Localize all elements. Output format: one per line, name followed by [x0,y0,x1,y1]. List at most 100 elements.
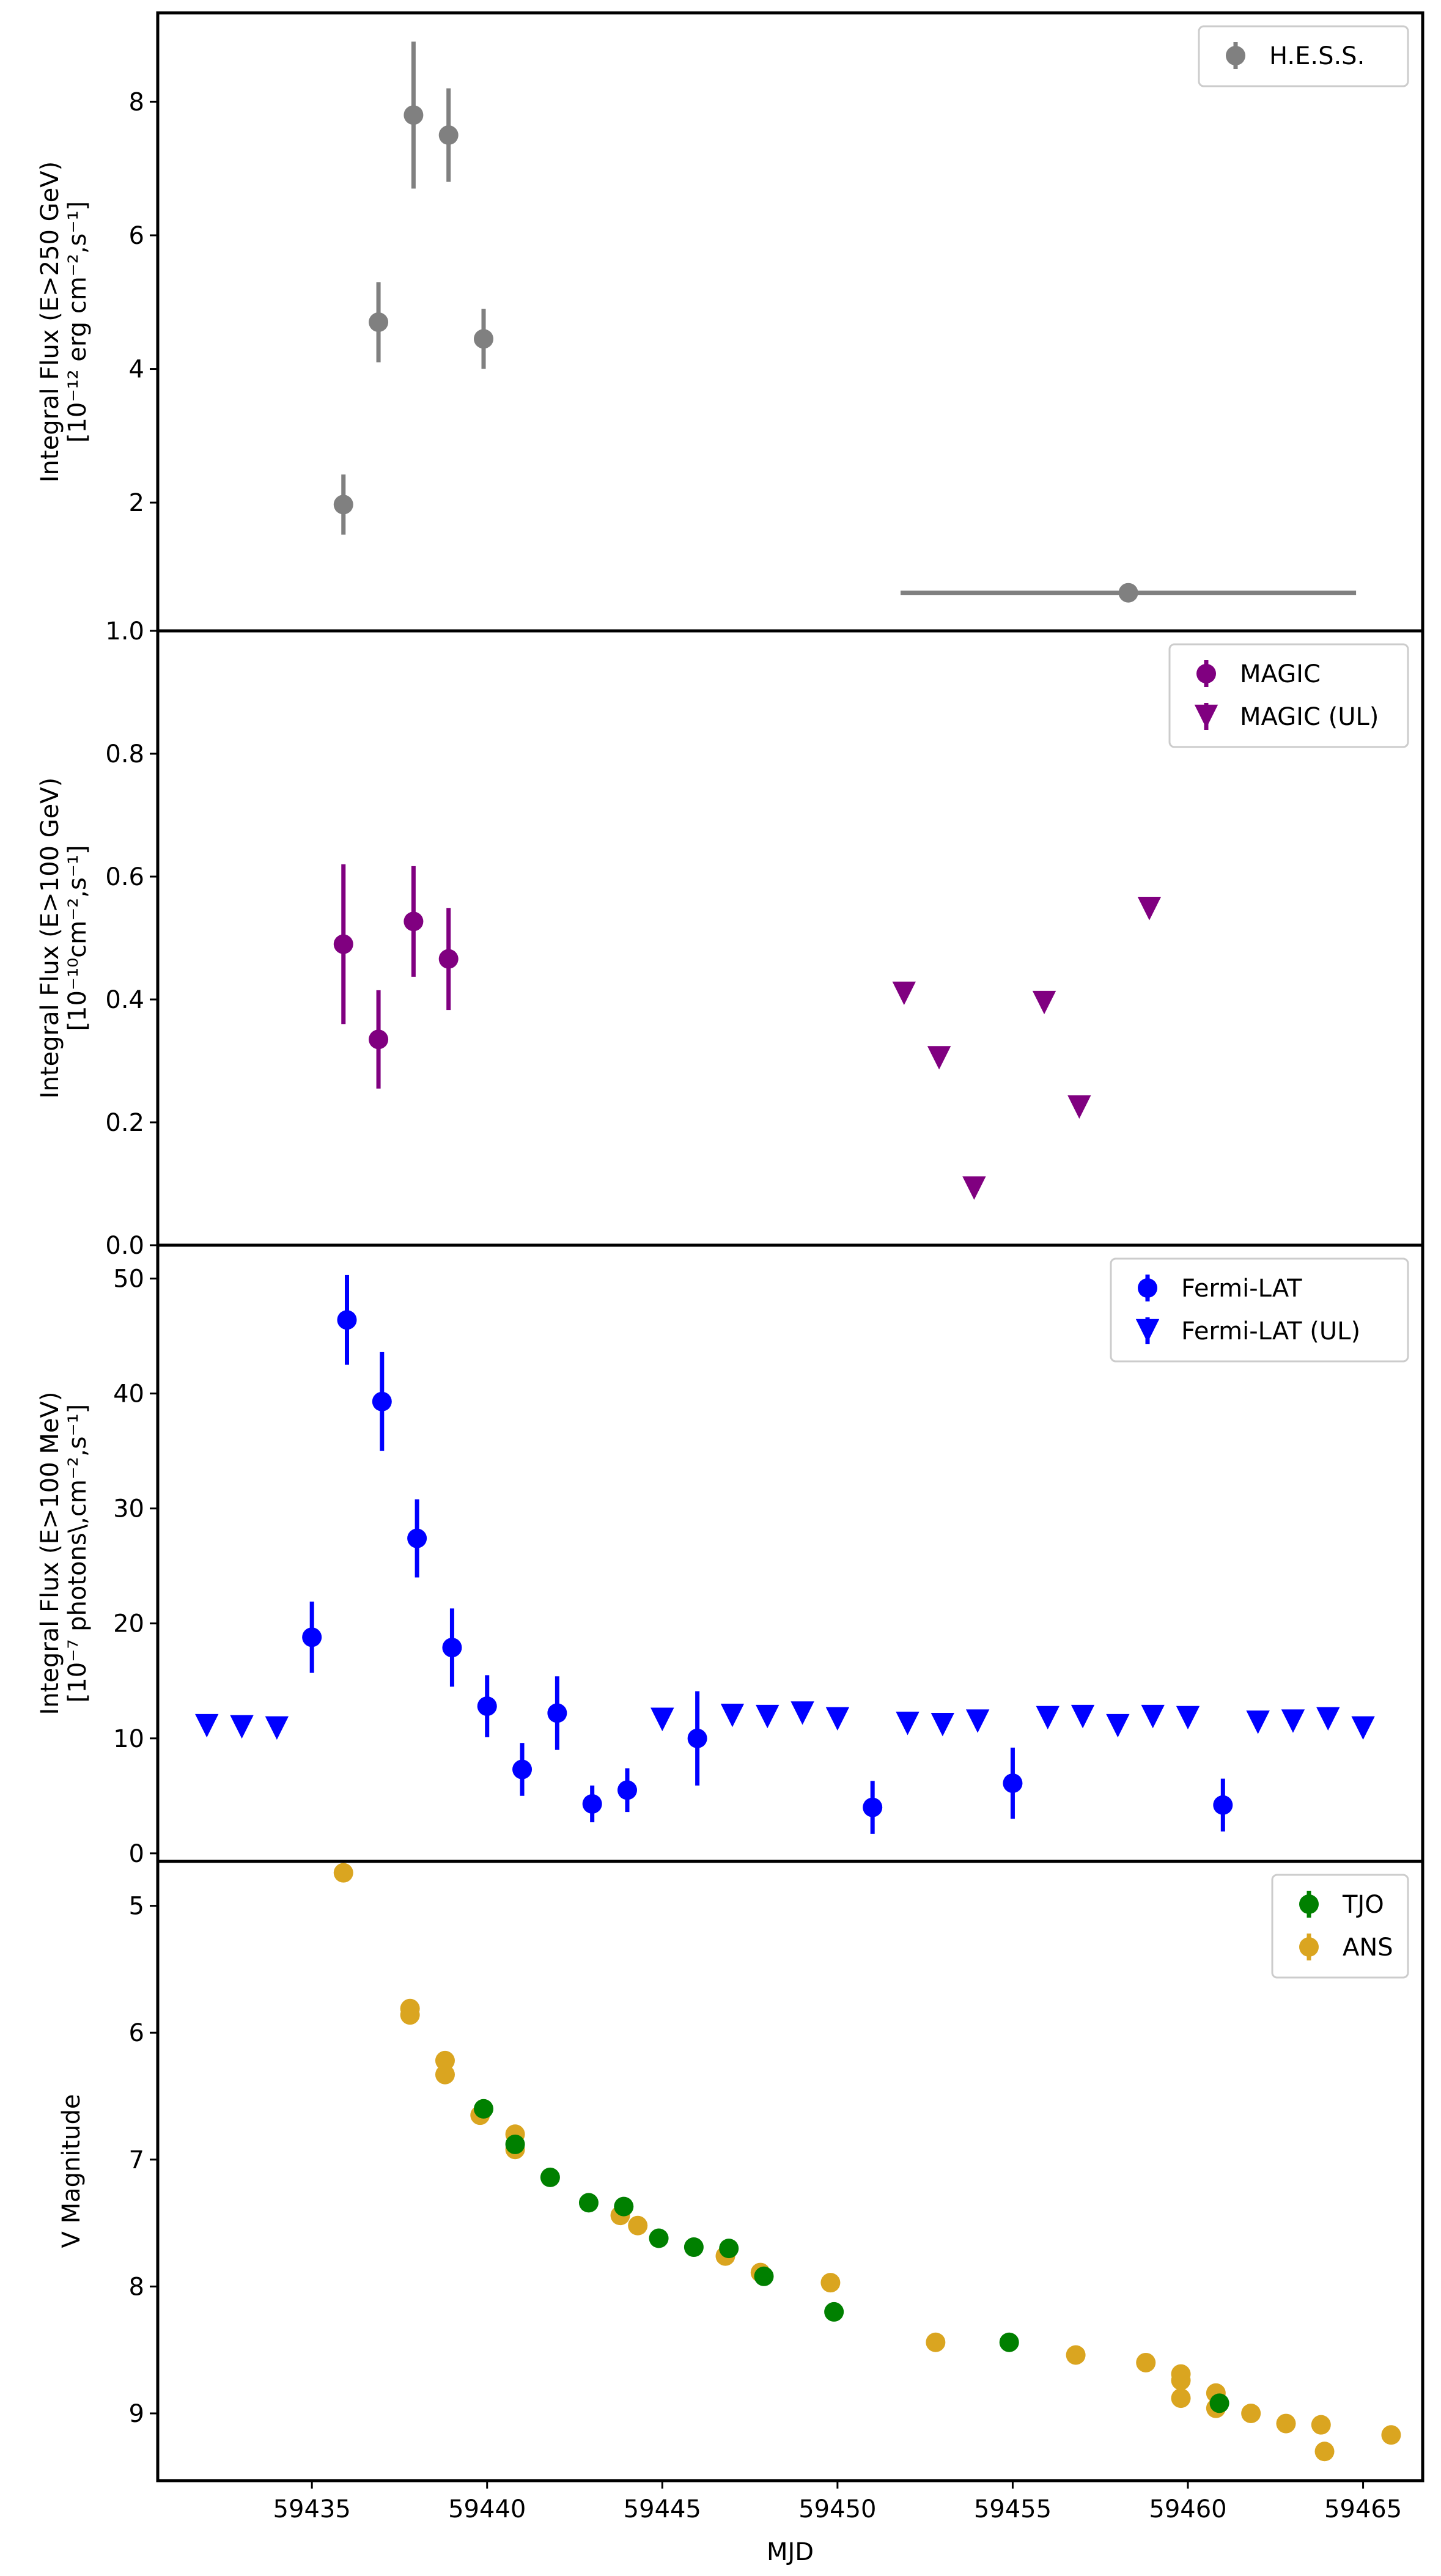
data-point [333,1863,353,1883]
legend-label: Fermi-LAT [1181,1275,1302,1303]
legend-frame [1168,643,1409,748]
y-tick-label: 50 [113,1265,144,1294]
y-tick-label: 10 [113,1725,144,1753]
data-point [435,2050,455,2070]
data-point [474,329,494,349]
data-point [892,981,916,1006]
data-point [1171,2371,1191,2391]
data-point [650,1707,674,1731]
data-point [372,1391,392,1411]
legend-marker [1226,46,1245,65]
data-point [333,934,353,954]
y-tick-label: 0.8 [105,740,144,768]
y-tick-label: 6 [129,2019,144,2047]
data-point [687,1728,707,1748]
x-tick-label: 59460 [1149,2495,1226,2523]
legend-marker [1196,664,1216,683]
data-point [1314,2442,1335,2462]
data-point [965,1709,990,1733]
data-point [896,1712,920,1735]
data-point [1066,2345,1086,2365]
data-point [195,1713,219,1738]
y-tick-label: 20 [113,1610,144,1638]
data-point [756,1704,779,1729]
data-point [614,2196,634,2217]
data-point [820,2273,841,2293]
legend-marker [1299,1894,1319,1914]
panel-2: 0.0 0.2 0.4 0.6 0.8 1.0 Integral Flux (E>100 G… [36,617,1424,1260]
y-tick-label: 0.2 [105,1109,144,1137]
data-point [628,2215,648,2236]
data-point [578,2193,599,2213]
data-point [962,1176,986,1200]
data-point [442,1638,462,1658]
legend: MAGIC MAGIC (UL) [1168,643,1409,748]
data-point [582,1794,602,1814]
data-point [1241,2403,1261,2423]
legend-marker [1138,1278,1157,1298]
data-point [649,2228,669,2248]
legend-label: ANS [1343,1934,1393,1962]
y-tick-label: 8 [129,2273,144,2301]
y-tick-label: 9 [129,2400,144,2428]
y-tick-label: 0.4 [105,986,144,1014]
data-point [1213,1795,1233,1815]
data-point [438,949,459,969]
data-point [1246,1710,1270,1734]
legend: H.E.S.S. [1198,25,1409,87]
x-axis-label: MJD [767,2538,814,2566]
data-point [369,1029,389,1050]
data-point [438,125,459,145]
data-point [1381,2425,1401,2445]
legend-frame [1271,1874,1409,1979]
y-tick-label: 5 [129,1893,144,1921]
x-tick-label: 59455 [974,2495,1052,2523]
data-point [1141,1704,1165,1729]
y-axis-label: V Magnitude [57,2094,86,2248]
data-point [931,1713,955,1737]
data-point [791,1701,814,1725]
legend-label: MAGIC (UL) [1240,703,1379,731]
y-tick-label: 2 [129,489,144,517]
data-point [719,2239,739,2259]
legend-label: Fermi-LAT (UL) [1181,1317,1360,1345]
data-point [1281,1709,1305,1733]
data-point [265,1716,289,1740]
x-tick-label: 59435 [273,2495,351,2523]
legend-frame [1198,25,1409,87]
y-tick-label: 4 [129,356,144,384]
y-tick-label: 30 [113,1495,144,1523]
data-point [1209,2393,1229,2413]
legend-label: TJO [1342,1891,1384,1919]
y-tick-label: 0.0 [105,1232,144,1260]
y-tick-label: 7 [129,2146,144,2174]
data-point [617,1780,637,1800]
data-point [684,2237,704,2258]
legend-label: H.E.S.S. [1269,42,1365,70]
data-point [863,1797,883,1817]
data-point [999,2332,1019,2352]
panel-3: 0 10 20 30 40 50 Integral Flux (E>100 MeV) [10⁻… [36,1243,1424,1868]
data-point [1003,1773,1023,1794]
y-axis-label: [10⁻¹² erg cm⁻²,s⁻¹] [64,201,92,443]
legend-marker [1135,1319,1160,1343]
data-point [477,1696,497,1717]
x-tick-label: 59440 [448,2495,526,2523]
axes-frame [156,1860,1424,2482]
data-point [754,2266,774,2286]
data-point [505,2134,525,2154]
data-point [824,2302,844,2322]
data-point [400,2005,420,2025]
data-point [1067,1095,1091,1119]
legend: TJO ANS [1271,1874,1409,1979]
data-point [1351,1716,1375,1740]
data-point [1071,1704,1095,1729]
data-point [404,105,424,125]
data-point [369,312,389,333]
data-point [547,1703,567,1723]
data-point [337,1310,357,1330]
data-point [230,1715,254,1739]
data-point [512,1759,533,1779]
axes-frame [156,11,1424,633]
